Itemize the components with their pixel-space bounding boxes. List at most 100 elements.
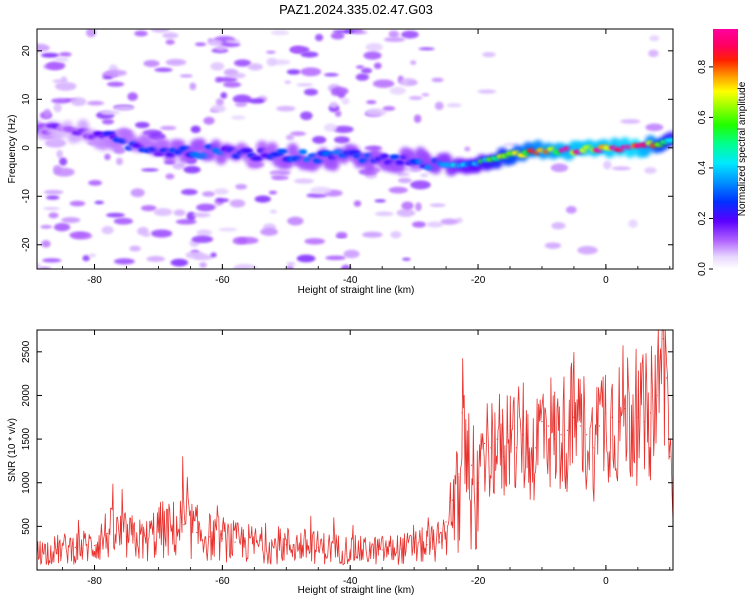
- snr-data-point: [586, 434, 588, 436]
- spectrogram-noise-blob: [85, 29, 97, 38]
- snr-data-point: [515, 447, 517, 449]
- spectrogram-noise-blob: [383, 36, 406, 43]
- snr-data-point: [125, 536, 128, 538]
- snr-data-point: [528, 451, 530, 453]
- spectrogram-noise-blob: [413, 114, 422, 123]
- spectrogram-noise: [37, 29, 664, 269]
- spectrogram-noise-blob: [503, 142, 518, 147]
- snr-data-point: [93, 544, 96, 547]
- spectrogram-noise-blob: [99, 109, 120, 116]
- snr-data-point: [285, 544, 287, 546]
- spectrogram-noise-blob: [338, 91, 346, 99]
- spectrogram-noise-blob: [410, 60, 417, 65]
- spectrogram-noise-blob: [41, 240, 51, 248]
- spectrogram-noise-blob: [355, 73, 370, 81]
- spectrogram-noise-blob: [180, 188, 198, 196]
- spectrogram-noise-blob: [260, 227, 278, 236]
- spectrogram-noise-blob: [446, 103, 462, 108]
- spectrogram-noise-blob: [43, 108, 51, 118]
- spectrogram-noise-blob: [565, 206, 577, 214]
- spectrogram-noise-blob: [293, 178, 314, 184]
- snr-data-point: [183, 524, 185, 526]
- spectrogram-noise-blob: [440, 218, 459, 225]
- snr-data-point: [630, 416, 633, 418]
- spectrogram-noise-blob: [106, 212, 125, 218]
- colorbar-gradient: [713, 29, 738, 269]
- spectrogram-noise-blob: [70, 97, 87, 107]
- spectrogram-noise-blob: [43, 189, 64, 195]
- spectrogram-noise-blob: [248, 98, 265, 104]
- spectrogram-noise-blob: [296, 83, 313, 87]
- snr-data-point: [541, 421, 543, 423]
- snr-data-point: [208, 536, 211, 538]
- spectrogram-noise-blob: [185, 251, 206, 259]
- snr-data-point: [413, 546, 415, 548]
- snr-x-tick-label: -40: [343, 576, 358, 587]
- snr-data-point: [336, 548, 339, 550]
- spectrogram-noise-blob: [333, 136, 350, 144]
- spectrogram-noise-blob: [207, 38, 214, 43]
- spectrogram-noise-blob: [388, 186, 408, 194]
- spectrogram-noise-blob: [396, 208, 416, 218]
- spectrogram-noise-blob: [105, 69, 127, 77]
- snr-data-point: [522, 434, 524, 436]
- spectrogram-noise-blob: [127, 92, 138, 101]
- snr-x-tick-label: -80: [87, 576, 102, 587]
- spectrogram-noise-blob: [154, 67, 173, 73]
- snr-data-point: [145, 540, 147, 542]
- snr-data-point: [196, 531, 198, 534]
- spectrogram-y-tick-label: -20: [21, 237, 32, 252]
- spectrogram-noise-blob: [82, 255, 90, 262]
- spectrogram-noise-blob: [332, 30, 354, 34]
- figure-title: PAZ1.2024.335.02.47.G03: [279, 2, 433, 17]
- spectrogram-noise-blob: [140, 205, 157, 212]
- snr-plot-area: [37, 330, 673, 570]
- snr-x-tick-label: -20: [471, 576, 486, 587]
- spectrogram-noise-blob: [355, 65, 365, 69]
- spectrogram-noise-blob: [142, 232, 151, 237]
- spectrogram-noise-blob: [266, 57, 278, 67]
- snr-y-tick-label: 500: [21, 518, 32, 535]
- spectrogram-y-tick-label: 20: [21, 45, 32, 57]
- colorbar-tick-label: 0.6: [697, 110, 708, 124]
- spectrogram-x-tick-label: -20: [471, 275, 486, 286]
- spectrogram-noise-blob: [54, 56, 69, 63]
- spectrogram-noise-blob: [231, 115, 246, 120]
- snr-data-point: [490, 447, 492, 449]
- spectrogram-noise-blob: [374, 211, 394, 217]
- spectrogram-noise-blob: [88, 180, 103, 186]
- spectrogram-y-tick-label: 0: [21, 145, 32, 151]
- spectrogram-noise-blob: [341, 97, 350, 105]
- spectrogram-noise-blob: [550, 163, 569, 173]
- spectrogram-noise-blob: [247, 63, 263, 71]
- spectrogram-noise-blob: [366, 100, 377, 105]
- spectrogram-noise-blob: [165, 173, 175, 180]
- spectrogram-noise-blob: [286, 265, 294, 269]
- spectrogram-frame: [36, 28, 674, 270]
- spectrogram-noise-blob: [397, 172, 410, 177]
- spectrogram-noise-blob: [611, 166, 631, 171]
- spectrogram-noise-blob: [215, 98, 224, 106]
- snr-data-point: [483, 442, 486, 445]
- spectrogram-noise-blob: [365, 43, 383, 52]
- spectrogram-x-tick-label: -80: [87, 275, 102, 286]
- snr-data-point: [509, 425, 511, 427]
- spectrogram-noise-blob: [418, 47, 435, 51]
- colorbar-ticks: 0.0 0.2 0.4 0.6 0.8: [697, 60, 713, 276]
- spectrogram-noise-blob: [42, 258, 62, 263]
- snr-data-point: [566, 429, 569, 431]
- spectrogram-noise-blob: [104, 153, 111, 161]
- snr-data-point: [534, 447, 537, 449]
- snr-data-point: [669, 455, 671, 458]
- spectrogram-ridge: [37, 119, 673, 177]
- spectrogram-noise-blob: [48, 212, 59, 219]
- spectrogram-noise-blob: [426, 221, 444, 228]
- snr-y-tick-label: 2500: [21, 340, 32, 363]
- spectrogram-noise-blob: [55, 81, 77, 91]
- spectrogram-noise-blob: [314, 33, 324, 42]
- spectrogram-ridge-cell: [240, 148, 253, 154]
- spectrogram-noise-blob: [284, 80, 292, 84]
- spectrogram-noise-blob: [334, 110, 342, 117]
- snr-y-tick-label: 2000: [21, 384, 32, 407]
- spectrogram-noise-blob: [421, 93, 430, 97]
